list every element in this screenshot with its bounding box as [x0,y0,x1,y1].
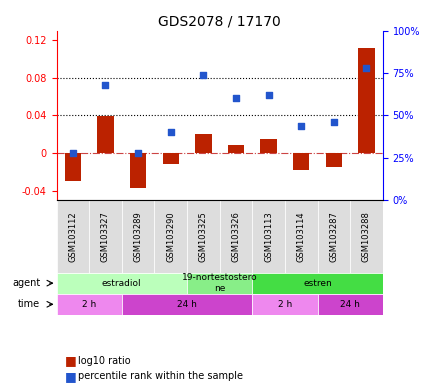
Point [297,122,304,129]
FancyBboxPatch shape [56,200,89,273]
Point [265,92,272,98]
FancyBboxPatch shape [252,200,284,273]
Text: GSM103326: GSM103326 [231,211,240,262]
Text: GSM103288: GSM103288 [361,211,370,262]
Point [167,129,174,136]
Bar [162,153,178,164]
Point [362,65,369,71]
Text: log10 ratio: log10 ratio [78,356,131,366]
Bar [122,294,252,315]
Bar [358,48,374,153]
FancyBboxPatch shape [89,200,122,273]
Bar [227,146,243,153]
Text: GSM103113: GSM103113 [263,211,273,262]
FancyBboxPatch shape [187,200,219,273]
Bar [130,153,146,188]
FancyBboxPatch shape [154,200,187,273]
Text: GSM103290: GSM103290 [166,211,175,262]
Text: GSM103289: GSM103289 [133,211,142,262]
FancyBboxPatch shape [219,200,252,273]
Bar [325,153,341,167]
Text: GSM103112: GSM103112 [68,211,77,262]
Text: GSM103114: GSM103114 [296,211,305,262]
Bar [56,294,122,315]
Point [135,149,141,156]
Text: time: time [18,299,40,309]
Text: 24 h: 24 h [177,300,197,309]
Bar [97,116,113,153]
Text: estren: estren [302,279,331,288]
Bar [260,139,276,153]
FancyBboxPatch shape [317,200,349,273]
Text: GSM103325: GSM103325 [198,211,207,262]
Point [69,149,76,156]
Bar [187,273,252,294]
Text: percentile rank within the sample: percentile rank within the sample [78,371,243,381]
Bar [317,294,382,315]
Bar [65,153,81,181]
Bar [252,273,382,294]
Text: ■: ■ [65,354,77,367]
Text: agent: agent [12,278,40,288]
Point [330,119,337,125]
Text: 19-nortestostero
ne: 19-nortestostero ne [181,273,257,293]
Text: GSM103327: GSM103327 [101,211,110,262]
Text: GSM103287: GSM103287 [329,211,338,262]
Bar [56,273,187,294]
Point [102,82,108,88]
Bar [195,134,211,153]
Title: GDS2078 / 17170: GDS2078 / 17170 [158,14,280,28]
Point [232,95,239,101]
FancyBboxPatch shape [349,200,382,273]
FancyBboxPatch shape [284,200,317,273]
Text: ■: ■ [65,370,77,383]
Bar [252,294,317,315]
Text: 2 h: 2 h [82,300,96,309]
Point [199,72,207,78]
Bar [293,153,309,170]
Text: 2 h: 2 h [277,300,291,309]
FancyBboxPatch shape [122,200,154,273]
Text: 24 h: 24 h [339,300,359,309]
Text: estradiol: estradiol [102,279,141,288]
